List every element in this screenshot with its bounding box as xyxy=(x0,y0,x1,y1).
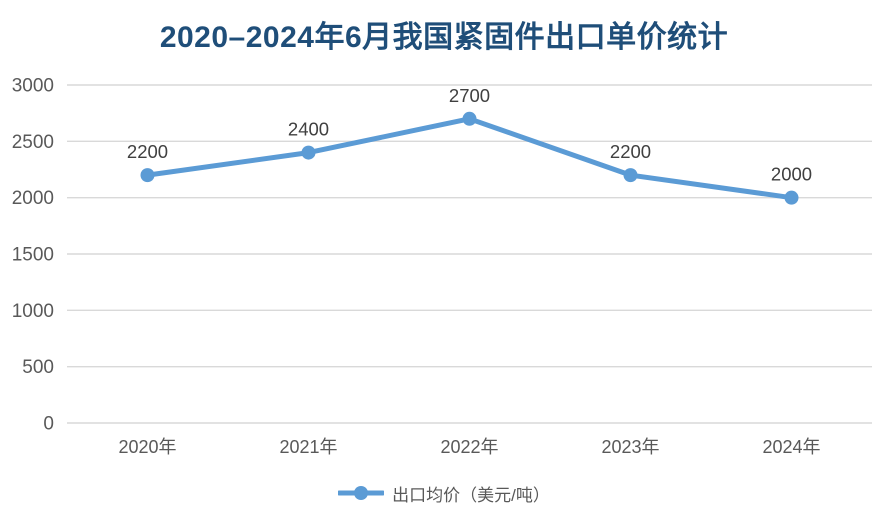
data-label: 2700 xyxy=(449,85,490,106)
data-point-marker xyxy=(623,168,638,183)
data-label: 2200 xyxy=(127,141,168,162)
data-label: 2200 xyxy=(610,141,651,162)
y-axis-tick-label: 1000 xyxy=(12,301,54,322)
x-axis-label: 2020年 xyxy=(118,437,176,457)
data-label: 2400 xyxy=(288,119,329,140)
y-axis-tick-label: 1500 xyxy=(12,245,54,266)
y-axis-tick-label: 3000 xyxy=(12,76,54,97)
x-axis-label: 2021年 xyxy=(279,437,337,457)
y-axis-tick-label: 2000 xyxy=(12,188,54,209)
data-label: 2000 xyxy=(771,164,812,185)
y-axis-tick-label: 0 xyxy=(43,414,54,435)
y-axis-tick-label: 2500 xyxy=(12,132,54,153)
chart-title: 2020–2024年6月我国紧固件出口单价统计 xyxy=(159,21,729,54)
x-axis-label: 2022年 xyxy=(440,437,498,457)
data-point-marker xyxy=(140,168,155,183)
data-point-marker xyxy=(462,111,477,126)
legend-label: 出口均价（美元/吨） xyxy=(392,485,550,505)
data-point-marker xyxy=(784,190,799,205)
legend-line-marker-icon xyxy=(338,486,385,500)
x-axis-label: 2024年 xyxy=(762,437,820,457)
data-point-marker xyxy=(301,145,316,160)
series-line xyxy=(145,116,794,201)
x-axis-label: 2023年 xyxy=(601,437,659,457)
legend-dot xyxy=(354,486,369,500)
y-axis-tick-label: 500 xyxy=(22,357,54,378)
legend: 出口均价（美元/吨） xyxy=(0,480,888,506)
